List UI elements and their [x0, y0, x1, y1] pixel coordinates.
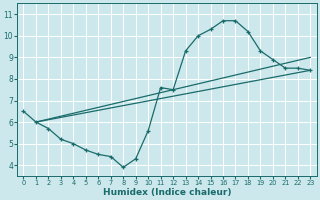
X-axis label: Humidex (Indice chaleur): Humidex (Indice chaleur) [103, 188, 231, 197]
